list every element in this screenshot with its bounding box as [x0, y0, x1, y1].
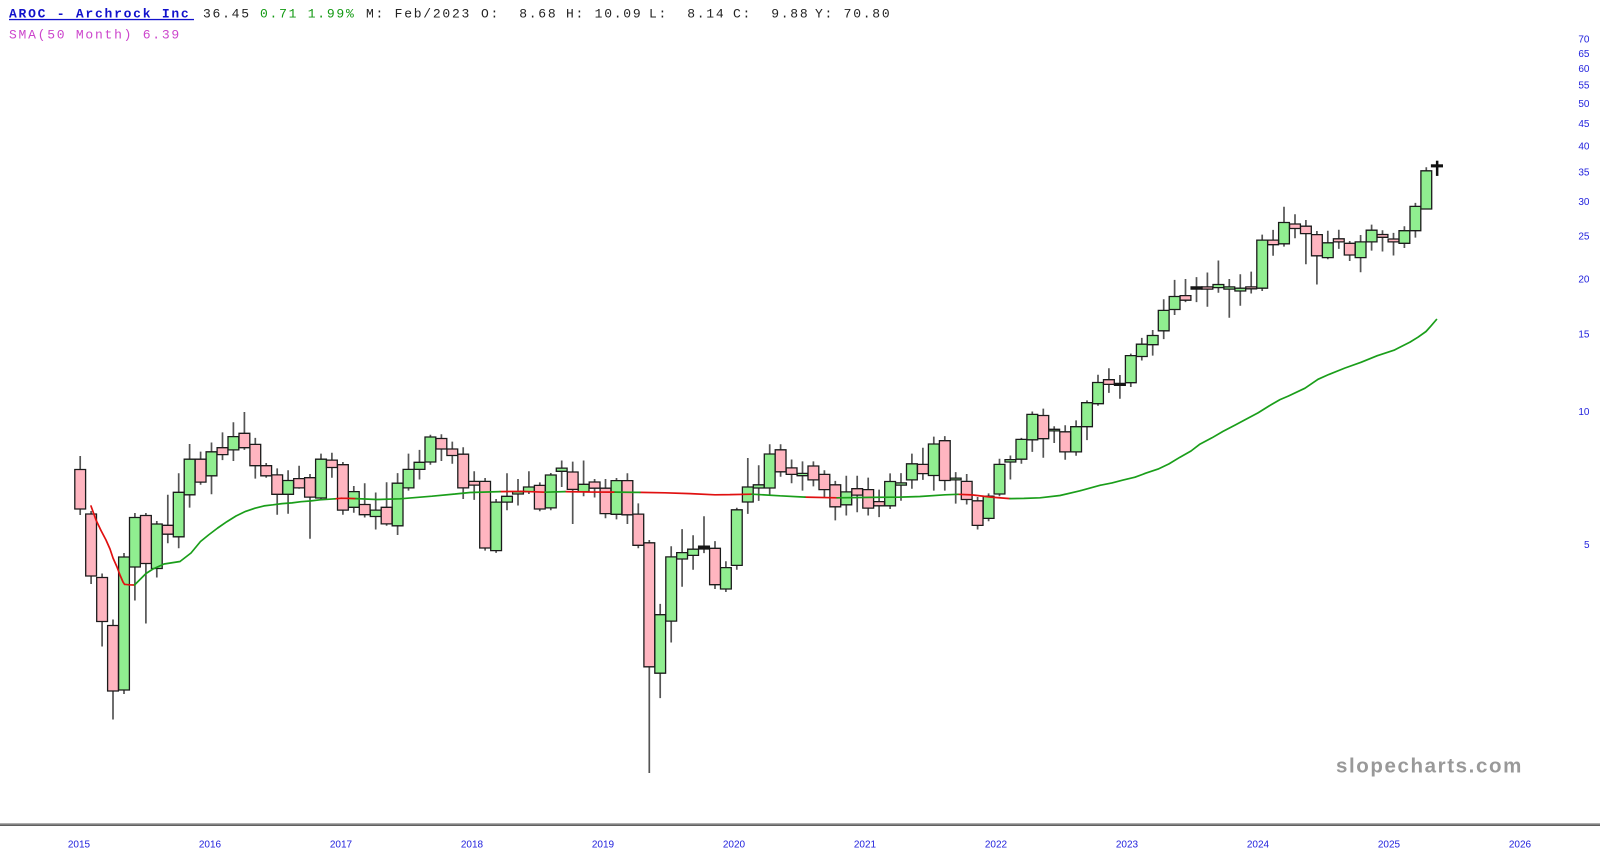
- svg-text:20: 20: [1578, 274, 1590, 285]
- svg-text:SMA(50 Month) 6.39: SMA(50 Month) 6.39: [9, 27, 181, 42]
- svg-text:2021: 2021: [854, 840, 877, 851]
- svg-text:2018: 2018: [461, 840, 484, 851]
- svg-text:slopecharts.com: slopecharts.com: [1336, 754, 1523, 777]
- svg-text:50: 50: [1578, 99, 1590, 110]
- svg-text:2023: 2023: [1116, 840, 1139, 851]
- svg-text:60: 60: [1578, 64, 1590, 75]
- svg-text:25: 25: [1578, 232, 1590, 243]
- svg-text:65: 65: [1578, 49, 1590, 60]
- svg-text:2017: 2017: [330, 840, 353, 851]
- svg-text:AROC - Archrock Inc: AROC - Archrock Inc: [9, 6, 190, 21]
- svg-text:2020: 2020: [723, 840, 746, 851]
- svg-text:2015: 2015: [68, 840, 91, 851]
- svg-text:2026: 2026: [1509, 840, 1532, 851]
- svg-text:2025: 2025: [1378, 840, 1401, 851]
- svg-text:35: 35: [1578, 167, 1590, 178]
- svg-text:O: 8.68: O: 8.68: [481, 6, 557, 21]
- svg-text:Y: 70.80: Y: 70.80: [815, 6, 891, 21]
- svg-text:40: 40: [1578, 142, 1590, 153]
- svg-text:70: 70: [1578, 35, 1590, 46]
- svg-text:45: 45: [1578, 119, 1590, 130]
- svg-text:10: 10: [1578, 407, 1590, 418]
- svg-text:2024: 2024: [1247, 840, 1270, 851]
- svg-text:L: 8.14: L: 8.14: [649, 6, 725, 21]
- svg-text:2022: 2022: [985, 840, 1008, 851]
- svg-text:2019: 2019: [592, 840, 615, 851]
- svg-text:55: 55: [1578, 81, 1590, 92]
- svg-text:15: 15: [1578, 330, 1590, 341]
- svg-text:36.45: 36.45: [203, 6, 251, 21]
- svg-text:C: 9.88: C: 9.88: [733, 6, 809, 21]
- svg-text:M: Feb/2023: M: Feb/2023: [366, 6, 471, 21]
- svg-text:2016: 2016: [199, 840, 222, 851]
- svg-text:30: 30: [1578, 197, 1590, 208]
- svg-text:5: 5: [1584, 540, 1590, 551]
- svg-text:0.71 1.99%: 0.71 1.99%: [260, 6, 356, 21]
- svg-text:H: 10.09: H: 10.09: [566, 6, 642, 21]
